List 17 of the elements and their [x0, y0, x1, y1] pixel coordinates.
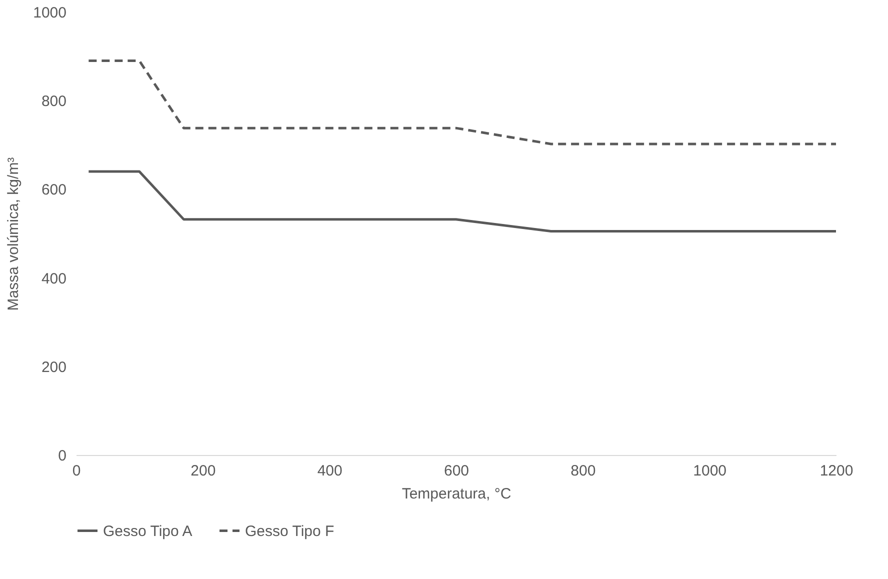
x-tick-label: 800	[570, 462, 596, 480]
x-tick-label: 400	[317, 462, 342, 480]
y-tick-label: 800	[41, 93, 66, 110]
legend-label: Gesso Tipo A	[103, 522, 192, 540]
x-tick-label: 200	[190, 462, 216, 480]
y-tick-label: 400	[41, 270, 66, 288]
y-axis-title: Massa volúmica, kg/m³	[5, 157, 22, 311]
y-tick-label: 200	[41, 358, 66, 376]
x-axis-title: Temperatura, °C	[402, 486, 512, 502]
y-tick-label: 1000	[33, 4, 66, 22]
x-tick-label: 1200	[820, 462, 854, 480]
x-tick-label: 1000	[693, 462, 727, 480]
x-tick-label: 600	[444, 462, 470, 480]
legend-label: Gesso Tipo F	[245, 522, 334, 540]
x-tick-label: 0	[72, 462, 81, 480]
y-tick-label: 600	[41, 182, 66, 199]
y-tick-label: 0	[58, 448, 66, 464]
